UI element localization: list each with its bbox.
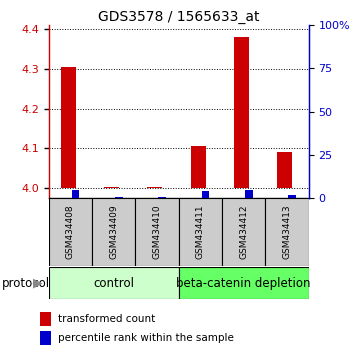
Text: percentile rank within the sample: percentile rank within the sample <box>58 333 234 343</box>
Bar <box>158 196 166 198</box>
Bar <box>92 198 135 266</box>
Bar <box>234 37 249 188</box>
Bar <box>40 331 51 345</box>
Text: ▶: ▶ <box>33 277 43 290</box>
Bar <box>49 198 92 266</box>
Text: transformed count: transformed count <box>58 314 155 324</box>
Bar <box>277 152 292 188</box>
Bar <box>288 195 296 198</box>
Bar <box>245 190 253 198</box>
Text: GSM434408: GSM434408 <box>66 205 75 259</box>
Bar <box>179 198 222 266</box>
Bar <box>135 198 179 266</box>
Text: GSM434411: GSM434411 <box>196 205 205 259</box>
Bar <box>222 198 265 266</box>
Text: GSM434410: GSM434410 <box>153 205 161 259</box>
Bar <box>40 312 51 326</box>
Bar <box>61 67 76 188</box>
Bar <box>191 147 206 188</box>
Bar <box>179 267 309 299</box>
Title: GDS3578 / 1565633_at: GDS3578 / 1565633_at <box>98 10 260 24</box>
Text: protocol: protocol <box>2 277 50 290</box>
Text: beta-catenin depletion: beta-catenin depletion <box>177 277 311 290</box>
Text: control: control <box>93 277 134 290</box>
Bar <box>265 198 309 266</box>
Text: GSM434412: GSM434412 <box>239 205 248 259</box>
Text: GSM434409: GSM434409 <box>109 205 118 259</box>
Bar <box>202 191 209 198</box>
Bar <box>49 267 179 299</box>
Bar <box>115 196 123 198</box>
Text: GSM434413: GSM434413 <box>283 205 291 259</box>
Bar <box>72 190 79 198</box>
